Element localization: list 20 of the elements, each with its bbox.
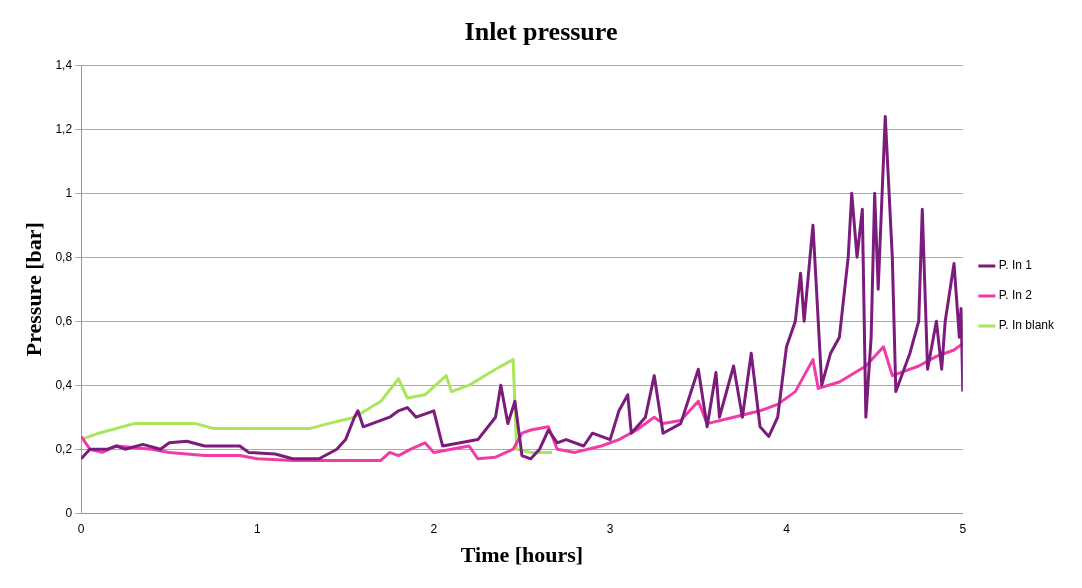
y-tick-label: 1 xyxy=(65,185,73,200)
y-tick-label: 1,2 xyxy=(55,121,73,136)
y-tick-label: 0,8 xyxy=(55,249,73,264)
x-tick-label: 1 xyxy=(254,521,262,536)
y-tick-label: 0 xyxy=(65,505,73,520)
x-tick-label: 3 xyxy=(606,521,614,536)
x-axis-title: Time [hours] xyxy=(460,542,584,568)
legend-label: P. In 1 xyxy=(998,258,1033,273)
legend-label: P. In 2 xyxy=(998,288,1033,303)
x-tick-label: 5 xyxy=(959,521,967,536)
y-tick-label: 0,2 xyxy=(55,441,73,456)
legend-label: P. In blank xyxy=(998,318,1055,333)
y-tick-label: 0,4 xyxy=(55,377,73,392)
x-tick-label: 0 xyxy=(77,521,85,536)
y-tick-label: 0,6 xyxy=(55,313,73,328)
y-tick-label: 1,4 xyxy=(55,57,73,72)
x-tick-label: 2 xyxy=(430,521,438,536)
y-axis-title: Pressure [bar] xyxy=(20,222,46,357)
chart-title: Inlet pressure xyxy=(464,17,618,47)
x-tick-label: 4 xyxy=(783,521,791,536)
